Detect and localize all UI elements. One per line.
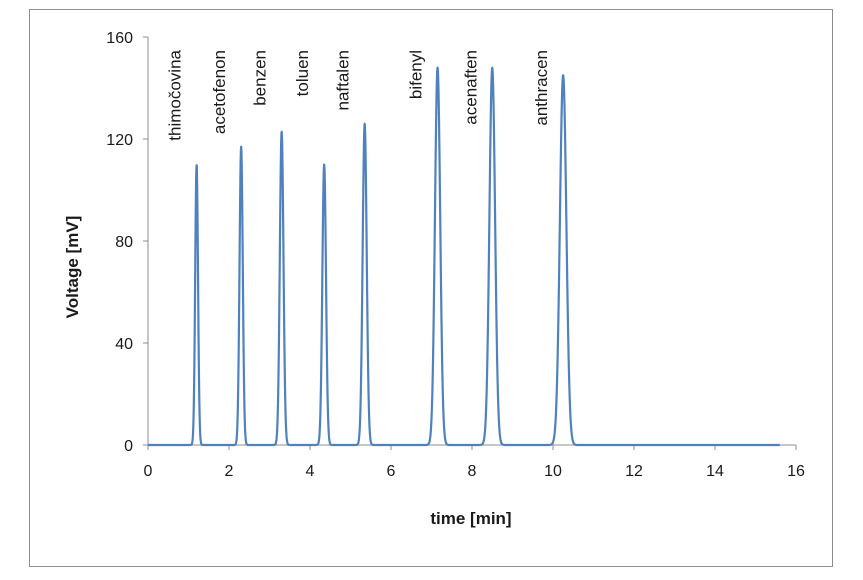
peak-label: bifenyl [407, 50, 426, 99]
peak-label: acenaften [461, 50, 480, 125]
chart-frame [29, 9, 833, 567]
x-tick-label: 0 [144, 463, 153, 480]
y-axis-title: Voltage [mV] [63, 216, 82, 319]
signal-line [147, 66, 781, 447]
y-tick-label: 120 [106, 132, 133, 149]
peak-label: thimočovina [166, 49, 185, 140]
x-tick-label: 8 [468, 463, 477, 480]
y-tick-label: 0 [124, 438, 133, 455]
y-tick-label: 80 [115, 234, 133, 251]
x-tick-label: 10 [544, 463, 562, 480]
y-tick-label: 40 [115, 336, 133, 353]
x-tick-label: 14 [706, 463, 724, 480]
x-tick-label: 16 [787, 463, 805, 480]
peak-labels: thimočovina acetofenon benzen toluen naftale… [166, 49, 552, 140]
peak-label: naftalen [334, 50, 353, 111]
x-tick-label: 12 [625, 463, 643, 480]
peak-label: benzen [251, 50, 270, 106]
y-ticks: 0 40 80 120 160 [106, 30, 148, 455]
x-axis-title: time [min] [430, 509, 511, 528]
peak-label: acetofenon [210, 50, 229, 134]
x-tick-label: 4 [306, 463, 315, 480]
x-tick-label: 6 [387, 463, 396, 480]
x-tick-label: 2 [225, 463, 234, 480]
peak-label: toluen [293, 50, 312, 96]
peak-label: anthracen [532, 50, 551, 126]
x-ticks: 0 2 4 6 8 10 12 14 16 [144, 445, 805, 480]
y-tick-label: 160 [106, 30, 133, 47]
